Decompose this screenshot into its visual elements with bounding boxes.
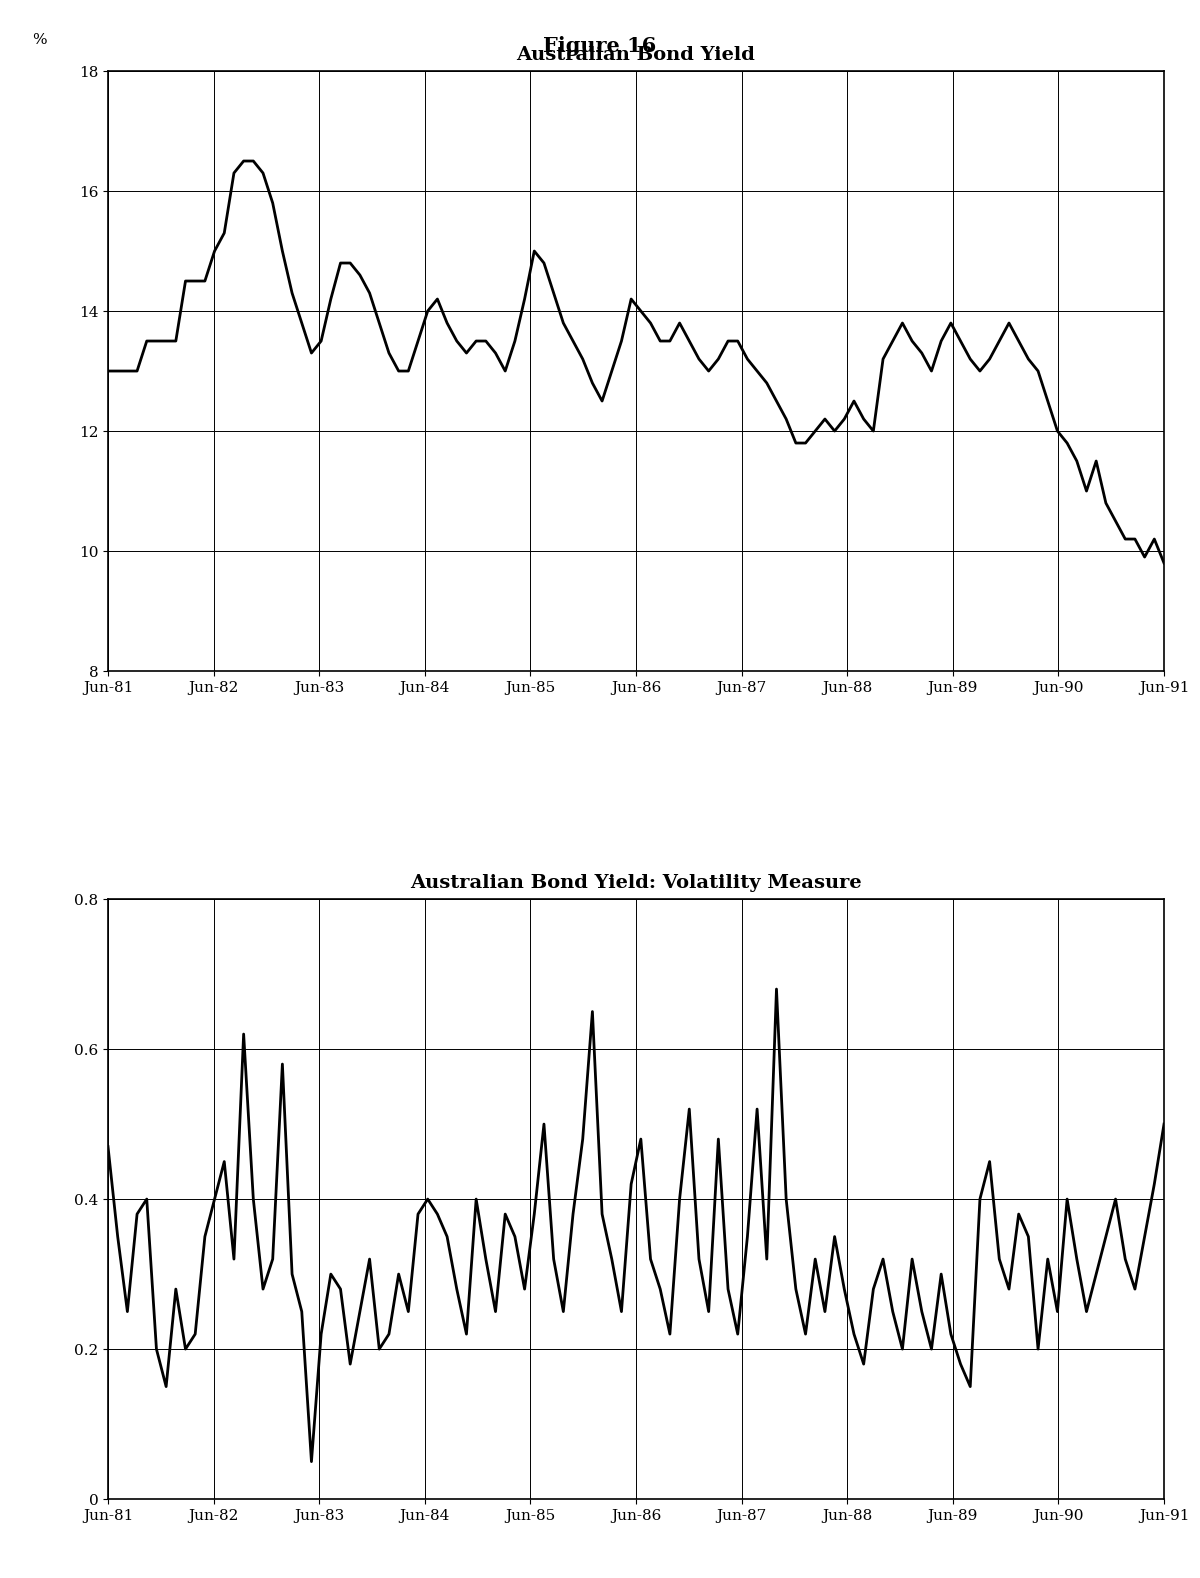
Text: Figure 16: Figure 16: [544, 36, 656, 57]
Title: Australian Bond Yield: Australian Bond Yield: [516, 46, 756, 63]
Text: %: %: [32, 33, 47, 47]
Title: Australian Bond Yield: Volatility Measure: Australian Bond Yield: Volatility Measur…: [410, 874, 862, 892]
